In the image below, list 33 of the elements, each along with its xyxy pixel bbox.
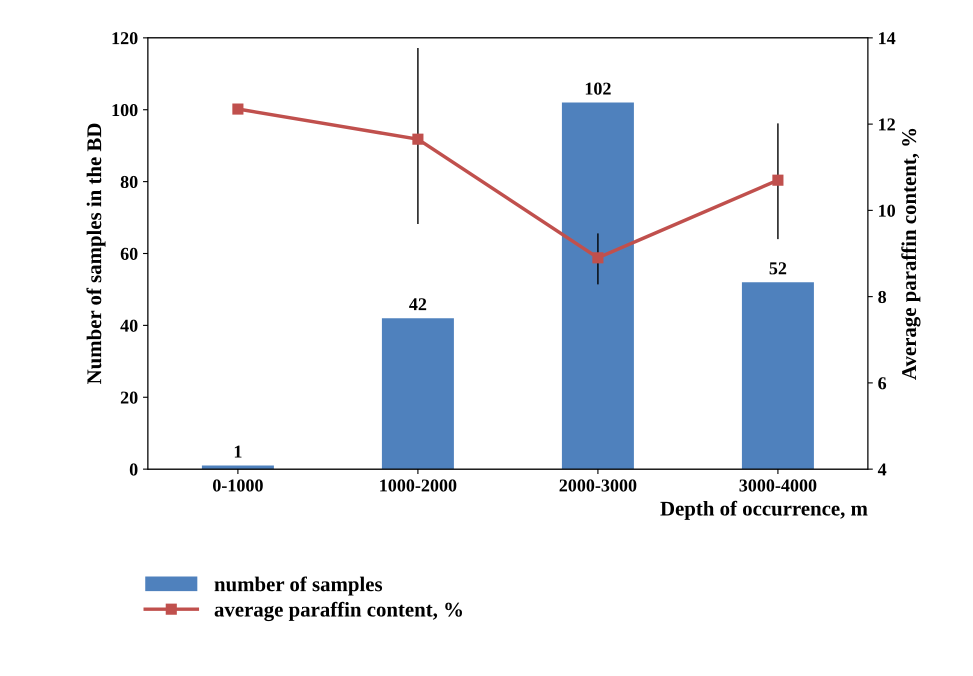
y-tick-label: 120 — [112, 32, 138, 44]
data-label: 42 — [409, 298, 426, 310]
y2-tick-label: 12 — [879, 118, 895, 130]
y-tick-label: 60 — [120, 248, 138, 260]
bar — [562, 102, 634, 470]
y2-tick-label: 8 — [878, 290, 886, 304]
bar — [382, 318, 454, 470]
y2-tick-label: 6 — [878, 377, 886, 390]
point — [592, 252, 604, 264]
y-tick-label: 40 — [120, 320, 138, 332]
x-tick-label: 2000-3000 — [560, 479, 636, 492]
y2-tick-label: 4 — [878, 464, 886, 476]
y-tick-label: 0 — [130, 463, 138, 476]
x-tick-label: 3000-4000 — [739, 479, 816, 492]
y2-tick-label: 14 — [879, 32, 896, 44]
data-label: 102 — [586, 82, 611, 95]
data-label: 1 — [234, 446, 242, 458]
y2-axis-title: Average paraffin content, % — [901, 128, 921, 380]
x-axis-title: Depth of occurrence, m — [660, 500, 868, 520]
y-tick-label: 80 — [120, 176, 138, 188]
point — [412, 134, 424, 145]
x-tick-label: 1000-2000 — [380, 479, 456, 492]
data-label: 52 — [770, 262, 786, 274]
legend-label: average paraffin content, % — [214, 602, 462, 622]
point — [772, 174, 784, 186]
bar — [742, 282, 814, 470]
x-tick-label: 0-1000 — [213, 479, 263, 492]
point — [232, 103, 244, 115]
y-tick-label: 20 — [120, 392, 138, 404]
legend-label: number of samples — [214, 576, 382, 596]
y-axis-title: Number of samples in the BD — [86, 124, 106, 384]
y-tick-label: 100 — [112, 104, 138, 116]
y2-tick-label: 10 — [879, 204, 896, 217]
